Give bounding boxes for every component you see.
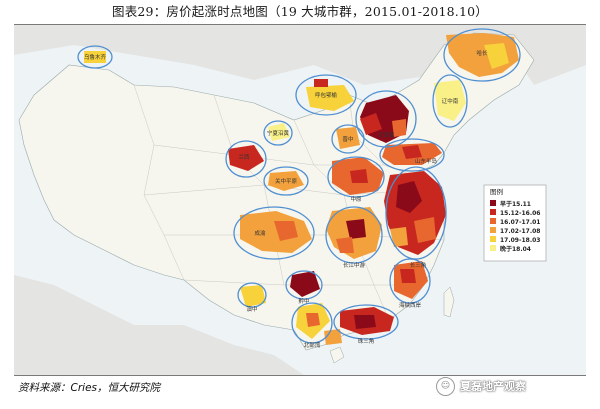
watermark: ☺ 夏磊地产观察 xyxy=(436,374,526,398)
svg-text:北部湾: 北部湾 xyxy=(304,341,321,349)
southern-neighbor-land xyxy=(14,275,304,375)
svg-text:兰西: 兰西 xyxy=(238,153,250,161)
cluster-patches xyxy=(84,33,519,345)
svg-text:15.12-16.06: 15.12-16.06 xyxy=(500,210,540,217)
svg-text:中原: 中原 xyxy=(350,195,362,203)
patch-qianzhong xyxy=(290,271,320,297)
patch-wulumuqi xyxy=(84,51,106,63)
svg-text:17.02-17.08: 17.02-17.08 xyxy=(500,228,540,235)
svg-text:海峡西岸: 海峡西岸 xyxy=(399,301,422,309)
legend: 图例 早于15.11 15.12-16.06 16.07-17.01 17.02… xyxy=(483,184,547,262)
patch-liaozhongnan xyxy=(434,80,466,121)
svg-text:长江中游: 长江中游 xyxy=(343,261,366,269)
legend-item-6: 晚于18.04 xyxy=(490,245,531,253)
legend-item-5: 17.09-18.03 xyxy=(490,236,540,244)
taiwan-island xyxy=(443,286,455,318)
svg-text:16.07-17.01: 16.07-17.01 xyxy=(500,219,540,226)
svg-text:京津冀: 京津冀 xyxy=(378,131,395,139)
svg-text:宁夏沿黄: 宁夏沿黄 xyxy=(267,129,290,137)
patch-hubaoeyu xyxy=(306,85,354,111)
chart-title: 图表29：房价起涨时点地图（19 大城市群，2015.01-2018.10） xyxy=(112,4,488,19)
svg-text:晚于18.04: 晚于18.04 xyxy=(500,245,531,253)
source-divider xyxy=(14,375,586,376)
cluster-outlines xyxy=(77,28,521,344)
wechat-icon: ☺ xyxy=(436,376,455,396)
legend-item-2: 15.12-16.06 xyxy=(490,209,540,217)
china-map: 乌鲁木齐 哈长 呼包鄂榆 辽中南 京津冀 山东半岛 晋中 宁夏沿黄 兰西 关中平… xyxy=(14,25,586,375)
patch-jinzhong xyxy=(336,127,360,149)
patch-dianzhong xyxy=(240,285,266,307)
svg-text:珠三角: 珠三角 xyxy=(358,337,375,345)
northern-neighbor-land xyxy=(14,25,586,85)
patch-ningxia xyxy=(268,123,290,141)
svg-text:山东半岛: 山东半岛 xyxy=(415,157,438,165)
svg-text:早于15.11: 早于15.11 xyxy=(500,200,531,208)
svg-text:长三角: 长三角 xyxy=(410,261,427,269)
svg-text:关中平原: 关中平原 xyxy=(275,177,298,185)
svg-text:黔中: 黔中 xyxy=(298,297,309,305)
watermark-text: 夏磊地产观察 xyxy=(460,380,526,393)
svg-text:哈长: 哈长 xyxy=(476,49,488,57)
svg-text:晋中: 晋中 xyxy=(342,135,353,143)
svg-text:辽中南: 辽中南 xyxy=(442,97,459,105)
svg-text:乌鲁木齐: 乌鲁木齐 xyxy=(84,53,107,61)
hainan-island xyxy=(329,346,345,364)
legend-title: 图例 xyxy=(490,187,503,196)
title-divider xyxy=(14,24,586,25)
legend-item-3: 16.07-17.01 xyxy=(490,218,540,226)
patch-guanzhong xyxy=(268,171,304,191)
svg-text:成渝: 成渝 xyxy=(254,229,266,237)
cluster-labels: 乌鲁木齐 哈长 呼包鄂榆 辽中南 京津冀 山东半岛 晋中 宁夏沿黄 兰西 关中平… xyxy=(84,49,488,349)
source-note: 资料来源：Cries，恒大研究院 xyxy=(18,382,160,394)
patch-lanxi xyxy=(228,145,264,171)
svg-text:滇中: 滇中 xyxy=(246,305,257,313)
svg-text:17.09-18.03: 17.09-18.03 xyxy=(500,237,540,244)
legend-item-1: 早于15.11 xyxy=(490,200,531,208)
legend-item-4: 17.02-17.08 xyxy=(490,227,540,235)
svg-text:呼包鄂榆: 呼包鄂榆 xyxy=(315,91,338,99)
